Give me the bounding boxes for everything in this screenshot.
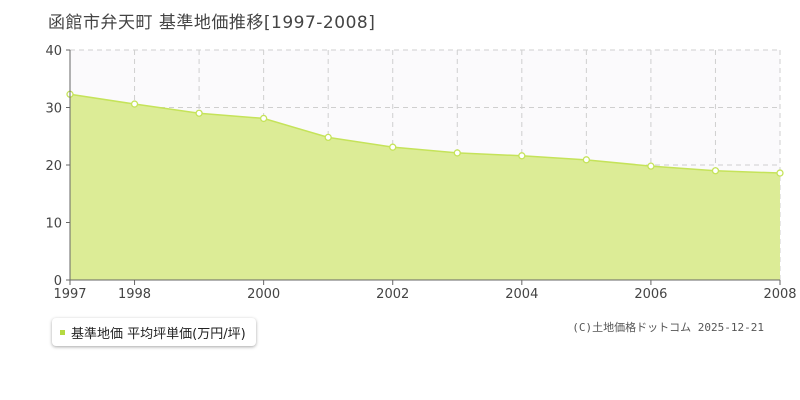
- data-point: [776, 169, 784, 177]
- x-tick-label: 1998: [118, 287, 151, 302]
- x-tick-label: 2002: [376, 287, 409, 302]
- y-tick-label: 40: [45, 44, 62, 59]
- legend-swatch: [60, 329, 65, 335]
- y-tick-label: 20: [45, 159, 62, 174]
- data-point: [389, 143, 397, 151]
- x-tick-label: 2006: [634, 287, 667, 302]
- data-point: [453, 149, 461, 157]
- data-point: [130, 100, 139, 108]
- x-tick-label: 1997: [53, 287, 86, 302]
- data-point: [259, 114, 268, 123]
- series-line: [69, 93, 781, 174]
- series-area: [70, 94, 780, 281]
- chart-title: 函館市弁天町 基準地価推移[1997-2008]: [48, 13, 376, 33]
- y-tick-label: 0: [54, 274, 62, 289]
- data-point: [195, 109, 203, 117]
- x-tick-label: 2000: [247, 287, 280, 302]
- legend: 基準地価 平均坪単価(万円/坪): [52, 318, 256, 346]
- data-point: [518, 152, 526, 160]
- y-tick-label: 10: [45, 217, 62, 232]
- data-point: [647, 162, 655, 170]
- copyright-text: (C)土地価格ドットコム 2025-12-21: [572, 321, 764, 334]
- legend-label: 基準地価 平均坪単価(万円/坪): [71, 326, 246, 342]
- data-point: [324, 133, 332, 142]
- x-tick-label: 2008: [763, 287, 796, 302]
- data-point: [582, 156, 591, 164]
- x-tick-label: 2004: [505, 287, 538, 302]
- data-point: [711, 167, 720, 175]
- y-tick-label: 30: [45, 102, 62, 117]
